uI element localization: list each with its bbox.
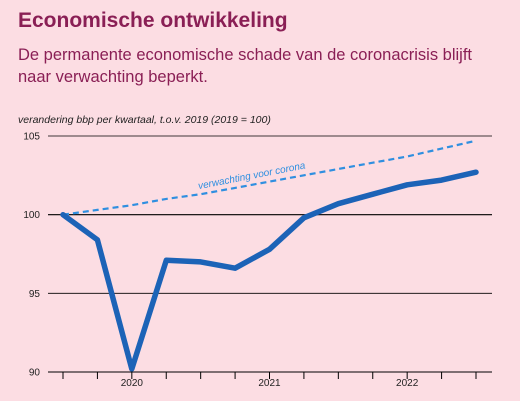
annotations: verwachting voor corona xyxy=(197,160,306,192)
forecast-annotation: verwachting voor corona xyxy=(197,160,306,192)
y-tick-labels: 90 95 100 105 xyxy=(23,132,40,379)
x-tick-label: 2022 xyxy=(396,378,419,389)
y-tick-label: 90 xyxy=(29,368,41,379)
y-tick-label: 105 xyxy=(23,132,40,143)
x-axis: 2020 2021 2022 xyxy=(48,371,492,389)
y-tick-label: 100 xyxy=(23,210,40,221)
chart-subtitle: De permanente economische schade van de … xyxy=(18,46,472,86)
series-line-actual xyxy=(60,169,479,372)
y-axis-label: verandering bbp per kwartaal, t.o.v. 201… xyxy=(18,114,271,126)
series-lines xyxy=(60,139,479,372)
x-tick-label: 2020 xyxy=(121,378,144,389)
x-tick-label: 2021 xyxy=(258,378,281,389)
chart-title: Economische ontwikkeling xyxy=(18,9,288,32)
y-tick-label: 95 xyxy=(29,289,41,300)
gridlines xyxy=(48,135,492,294)
